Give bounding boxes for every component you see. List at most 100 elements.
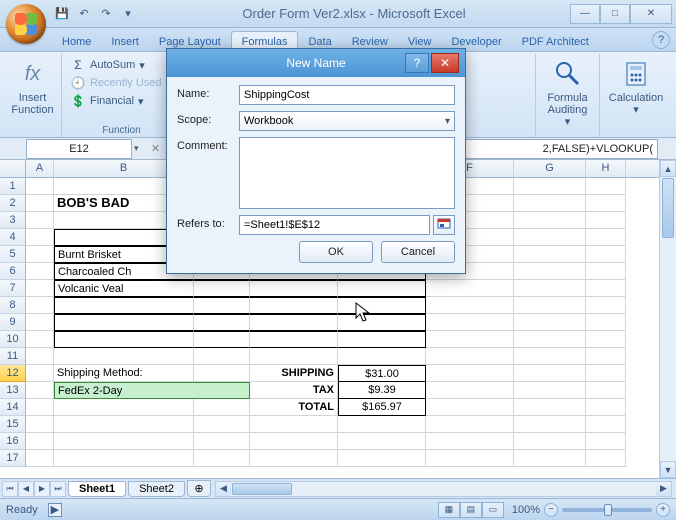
cell[interactable] (586, 229, 626, 246)
cell[interactable] (586, 331, 626, 348)
cell[interactable] (514, 229, 586, 246)
cell[interactable] (194, 365, 250, 382)
cell[interactable] (26, 246, 54, 263)
cell[interactable] (586, 382, 626, 399)
cell[interactable] (194, 382, 250, 399)
cell[interactable] (26, 433, 54, 450)
cell[interactable] (426, 348, 514, 365)
maximize-button[interactable]: □ (600, 4, 630, 24)
cell[interactable] (194, 433, 250, 450)
cell[interactable] (426, 280, 514, 297)
cell[interactable] (514, 450, 586, 467)
range-picker-button[interactable] (433, 215, 455, 235)
zoom-slider[interactable] (562, 508, 652, 512)
cell[interactable] (514, 348, 586, 365)
scroll-right-arrow[interactable]: ▶ (656, 482, 671, 496)
cell[interactable]: $165.97 (338, 399, 426, 416)
cell[interactable] (26, 382, 54, 399)
cell[interactable]: Shipping Method: (54, 365, 194, 382)
cell[interactable] (250, 297, 338, 314)
cell[interactable] (26, 348, 54, 365)
cell[interactable] (194, 450, 250, 467)
row-header[interactable]: 8 (0, 297, 26, 314)
cell[interactable] (586, 263, 626, 280)
zoom-level[interactable]: 100% (512, 504, 540, 516)
cell[interactable] (338, 450, 426, 467)
cell[interactable] (586, 416, 626, 433)
cell[interactable] (514, 280, 586, 297)
cell[interactable] (26, 212, 54, 229)
scope-select[interactable]: Workbook (239, 111, 455, 131)
cell[interactable] (54, 348, 194, 365)
hscroll-thumb[interactable] (232, 483, 292, 495)
cell[interactable] (250, 314, 338, 331)
tab-nav-first[interactable]: ⏮ (2, 481, 18, 497)
minimize-button[interactable]: — (570, 4, 600, 24)
cell[interactable] (586, 195, 626, 212)
cell[interactable] (194, 280, 250, 297)
cell[interactable] (586, 348, 626, 365)
scroll-down-arrow[interactable]: ▼ (660, 461, 676, 478)
cell[interactable] (514, 212, 586, 229)
row-header[interactable]: 10 (0, 331, 26, 348)
page-break-view-button[interactable]: ▭ (482, 502, 504, 518)
cell[interactable] (514, 365, 586, 382)
row-header[interactable]: 12 (0, 365, 26, 382)
cell[interactable] (514, 382, 586, 399)
cell[interactable] (514, 416, 586, 433)
cell[interactable] (514, 263, 586, 280)
cell[interactable] (26, 314, 54, 331)
cell[interactable] (250, 450, 338, 467)
macro-record-icon[interactable]: ▶ (48, 503, 62, 517)
cell[interactable] (194, 331, 250, 348)
cell[interactable] (26, 399, 54, 416)
page-layout-view-button[interactable]: ▤ (460, 502, 482, 518)
row-header[interactable]: 6 (0, 263, 26, 280)
row-header[interactable]: 16 (0, 433, 26, 450)
scroll-up-arrow[interactable]: ▲ (660, 160, 676, 177)
row-header[interactable]: 15 (0, 416, 26, 433)
cell[interactable] (338, 314, 426, 331)
cell[interactable] (26, 416, 54, 433)
row-header[interactable]: 17 (0, 450, 26, 467)
row-header[interactable]: 14 (0, 399, 26, 416)
cell[interactable] (426, 399, 514, 416)
cell[interactable] (250, 416, 338, 433)
cell[interactable] (250, 348, 338, 365)
insert-worksheet-button[interactable]: ⊕ (187, 480, 211, 497)
cell[interactable] (586, 178, 626, 195)
cell[interactable] (338, 280, 426, 297)
cell[interactable] (54, 399, 194, 416)
cell[interactable] (194, 399, 250, 416)
qat-customize-button[interactable]: ▾ (118, 4, 138, 24)
normal-view-button[interactable]: ▦ (438, 502, 460, 518)
zoom-in-button[interactable]: + (656, 503, 670, 517)
cell[interactable] (194, 314, 250, 331)
cell[interactable] (514, 331, 586, 348)
cancel-button[interactable]: Cancel (381, 241, 455, 263)
cell[interactable] (194, 297, 250, 314)
cell[interactable] (54, 433, 194, 450)
cell[interactable] (586, 212, 626, 229)
cell[interactable] (586, 450, 626, 467)
sheet-tab-2[interactable]: Sheet2 (128, 481, 185, 497)
row-header[interactable]: 13 (0, 382, 26, 399)
row-header[interactable]: 9 (0, 314, 26, 331)
cell[interactable] (26, 195, 54, 212)
cell[interactable] (514, 297, 586, 314)
cell[interactable] (26, 297, 54, 314)
cell[interactable] (26, 178, 54, 195)
col-header[interactable]: G (514, 160, 586, 177)
tab-insert[interactable]: Insert (101, 32, 149, 51)
recently-used-button[interactable]: 🕘Recently Used (68, 74, 175, 92)
tab-pdf-architect[interactable]: PDF Architect (512, 32, 599, 51)
tab-nav-last[interactable]: ⏭ (50, 481, 66, 497)
cell[interactable] (194, 348, 250, 365)
dialog-close-button[interactable]: ✕ (431, 53, 459, 73)
financial-button[interactable]: 💲Financial ▾ (68, 92, 175, 110)
row-header[interactable]: 7 (0, 280, 26, 297)
cell[interactable] (26, 331, 54, 348)
scroll-thumb[interactable] (662, 178, 674, 238)
formula-auditing-button[interactable]: Formula Auditing ▾ (542, 56, 593, 130)
cell[interactable] (26, 450, 54, 467)
